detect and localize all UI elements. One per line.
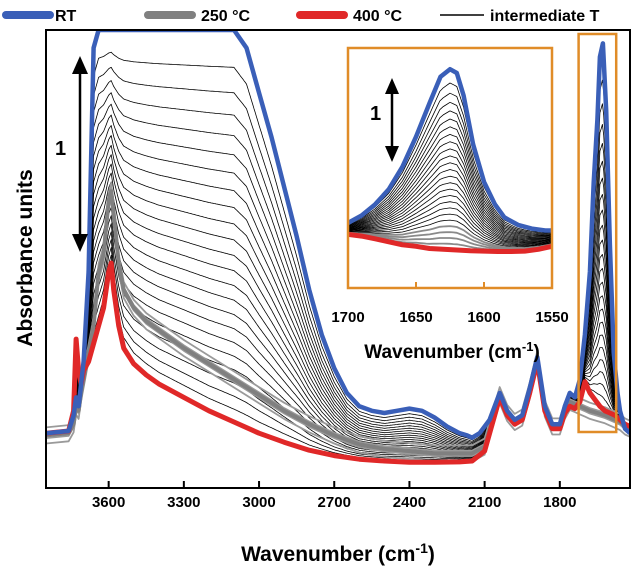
inset-intermediate-curve xyxy=(348,169,552,241)
inset-x-tick-label: 1700 xyxy=(331,309,364,326)
inset-intermediate-curve xyxy=(348,175,552,242)
inset-intermediate-curve xyxy=(348,162,552,241)
x-tick-label: 2100 xyxy=(468,494,501,511)
scale-bar-label: 1 xyxy=(55,138,66,160)
x-axis-title-end: ) xyxy=(428,543,435,566)
inset-intermediate-curve xyxy=(348,182,552,243)
inset-x-axis-title-sup: -1 xyxy=(522,339,534,354)
x-tick-label: 3600 xyxy=(92,494,125,511)
series-RT-line xyxy=(46,30,630,440)
x-axis-title: Wavenumber (cm-1) xyxy=(241,540,435,566)
inset-x-axis: 1700 1650 1600 1550 xyxy=(331,282,569,326)
inset: 1700 1650 1600 1550 1 Wavenumber (cm-1) xyxy=(331,46,569,363)
x-axis-title-sup: -1 xyxy=(415,540,428,556)
inset-intermediate-curve xyxy=(348,110,552,235)
x-tick-label: 2400 xyxy=(393,494,426,511)
inset-x-tick-label: 1600 xyxy=(467,309,500,326)
inset-intermediate-curve xyxy=(348,213,552,247)
inset-intermediate-curve xyxy=(348,134,552,238)
inset-intermediate-curve xyxy=(348,201,552,246)
inset-intermediate-curve xyxy=(348,195,552,245)
inset-series-RT-line xyxy=(348,66,552,233)
legend-label-rt: RT xyxy=(55,8,77,25)
inset-scale-bar-arrowhead-bottom xyxy=(385,146,399,162)
x-tick-label: 3000 xyxy=(242,494,275,511)
inset-x-axis-title-end: ) xyxy=(533,342,539,363)
legend-label-400: 400 °C xyxy=(353,8,403,25)
x-axis: 3600 3300 3000 2700 2400 2100 1800 xyxy=(92,481,577,511)
inset-intermediate-curve xyxy=(348,188,552,244)
inset-intermediate-curve xyxy=(348,231,552,250)
inset-intermediate-curve xyxy=(348,101,552,235)
inset-intermediate-curve xyxy=(348,148,552,239)
legend-label-intermediate: intermediate T xyxy=(490,8,600,25)
inset-x-axis-title: Wavenumber (cm-1) xyxy=(364,339,540,363)
inset-lines xyxy=(348,66,552,254)
y-axis-title: Absorbance units xyxy=(14,169,37,346)
scale-bar: 1 xyxy=(55,56,88,252)
inset-intermediate-curve xyxy=(348,207,552,246)
x-tick-label: 1800 xyxy=(543,494,576,511)
inset-intermediate-curve xyxy=(348,141,552,238)
scale-bar-arrowhead-top xyxy=(72,56,88,74)
series-400C-line xyxy=(46,260,630,465)
inset-intermediate-curve xyxy=(348,92,552,234)
inset-x-tick-label: 1650 xyxy=(399,309,432,326)
inset-scale-bar-label: 1 xyxy=(370,103,381,125)
inset-x-tick-label: 1550 xyxy=(535,309,568,326)
legend: RT 250 °C 400 °C intermediate T xyxy=(2,8,600,25)
x-tick-label: 2700 xyxy=(318,494,351,511)
inset-scale-bar-arrowhead-top xyxy=(385,78,399,94)
legend-label-250: 250 °C xyxy=(201,8,251,25)
inset-intermediate-curve xyxy=(348,155,552,240)
scale-bar-arrowhead-bottom xyxy=(72,234,88,252)
plot-lines xyxy=(46,30,630,465)
x-tick-label: 3300 xyxy=(167,494,200,511)
inset-frame xyxy=(346,46,554,290)
highlight-region-box xyxy=(577,32,618,434)
inset-series-400C-line xyxy=(348,231,552,254)
inset-intermediate-curve xyxy=(348,126,552,237)
plot-frame xyxy=(45,29,631,489)
series-250C-line xyxy=(46,189,630,456)
inset-intermediate-curve xyxy=(348,118,552,236)
